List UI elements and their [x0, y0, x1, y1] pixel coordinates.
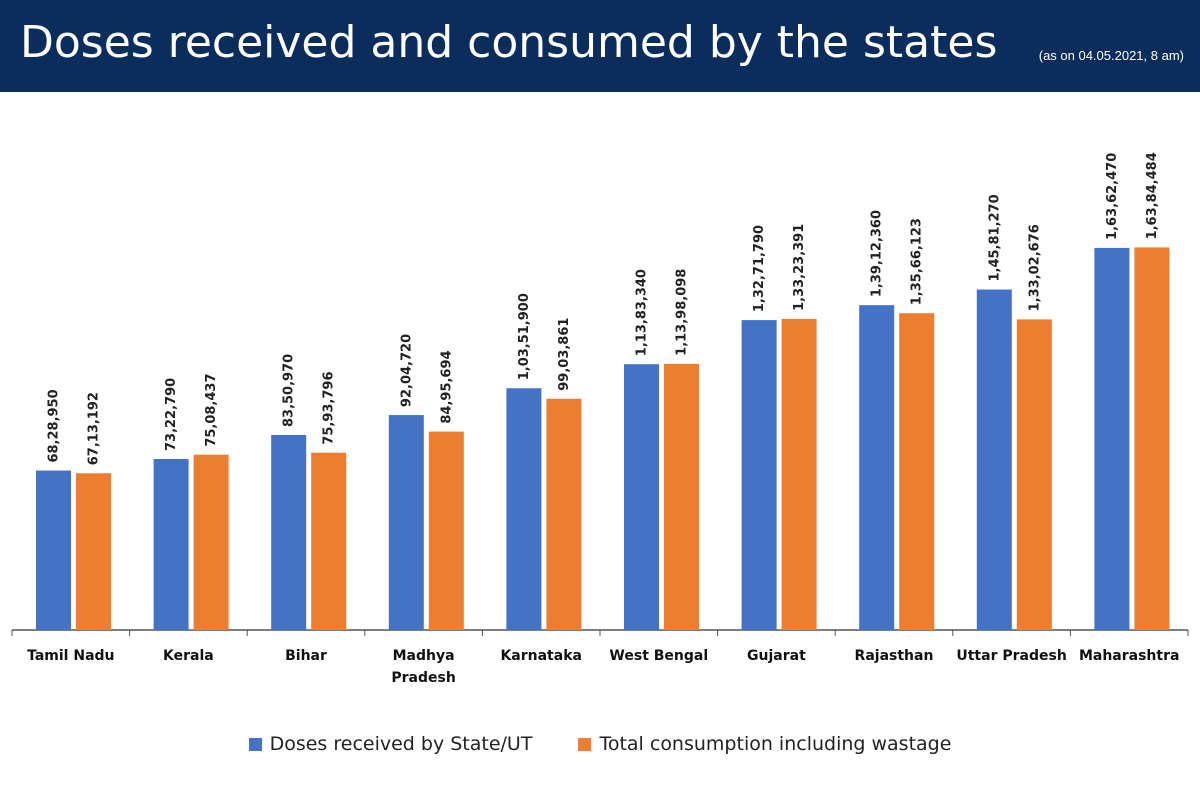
legend: Doses received by State/UT Total consump…: [0, 730, 1200, 758]
data-label-consumption: 75,08,437: [204, 373, 219, 446]
category-label: Tamil Nadu: [27, 648, 114, 664]
category-label: Maharashtra: [1079, 648, 1180, 664]
data-label-received: 1,13,83,340: [635, 269, 650, 356]
bar-received: [741, 320, 777, 630]
legend-label-consumption: Total consumption including wastage: [599, 733, 952, 755]
data-label-received: 68,28,950: [47, 389, 62, 462]
bar-consumption: [546, 398, 582, 630]
bar-consumption: [781, 318, 817, 630]
bar-received: [36, 470, 71, 630]
bar-received: [859, 305, 895, 630]
date-note: (as on 04.05.2021, 8 am): [1038, 48, 1184, 63]
data-label-received: 83,50,970: [282, 354, 297, 427]
bar-consumption: [76, 473, 111, 630]
category-label: Gujarat: [747, 648, 806, 664]
bar-received: [1094, 247, 1130, 630]
data-label-received: 1,39,12,360: [870, 210, 885, 297]
bar-consumption: [899, 313, 935, 630]
category-label: Karnataka: [500, 648, 582, 664]
category-label: Uttar Pradesh: [956, 648, 1066, 664]
page-title: Doses received and consumed by the state…: [20, 17, 998, 68]
data-label-consumption: 1,13,98,098: [675, 269, 690, 356]
legend-label-received: Doses received by State/UT: [269, 733, 533, 755]
bar-received: [153, 459, 189, 630]
title-banner: Doses received and consumed by the state…: [0, 0, 1200, 92]
data-label-consumption: 67,13,192: [87, 392, 102, 465]
data-label-consumption: 1,33,23,391: [792, 224, 807, 311]
category-label: Madhya Pradesh: [391, 648, 455, 686]
data-label-consumption: 75,93,796: [322, 371, 337, 444]
category-label: Kerala: [163, 648, 214, 664]
bar-received: [271, 435, 307, 630]
data-label-consumption: 1,35,66,123: [910, 218, 925, 305]
bar-consumption: [428, 431, 464, 630]
data-label-received: 92,04,720: [399, 334, 414, 407]
category-label: Rajasthan: [855, 648, 934, 664]
data-label-consumption: 84,95,694: [439, 350, 454, 423]
bar-chart: 68,28,950 67,13,192 Tamil Nadu 73,22,790 75,…: [11, 152, 1189, 686]
bar-received: [624, 364, 659, 630]
bar-received: [388, 415, 424, 630]
bar-consumption: [1016, 319, 1052, 630]
data-label-consumption: 1,63,84,484: [1145, 152, 1160, 239]
data-label-received: 73,22,790: [164, 378, 179, 451]
bar-received: [506, 388, 542, 630]
legend-swatch-received: [248, 737, 262, 751]
data-label-received: 1,63,62,470: [1105, 153, 1120, 240]
category-label: West Bengal: [609, 648, 708, 664]
bar-consumption: [1134, 247, 1170, 630]
legend-swatch-consumption: [578, 737, 592, 751]
bar-consumption: [193, 454, 229, 630]
data-label-consumption: 99,03,861: [557, 318, 572, 391]
bar-received: [976, 289, 1012, 630]
bar-consumption: [311, 452, 347, 630]
legend-item-received: Doses received by State/UT: [248, 733, 533, 755]
bar-consumption: [664, 363, 699, 630]
legend-item-consumption: Total consumption including wastage: [578, 733, 951, 755]
data-label-consumption: 1,33,02,676: [1027, 224, 1042, 311]
data-label-received: 1,32,71,790: [752, 225, 767, 312]
data-label-received: 1,45,81,270: [987, 194, 1002, 281]
data-label-received: 1,03,51,900: [517, 293, 532, 380]
category-label: Bihar: [285, 648, 327, 664]
